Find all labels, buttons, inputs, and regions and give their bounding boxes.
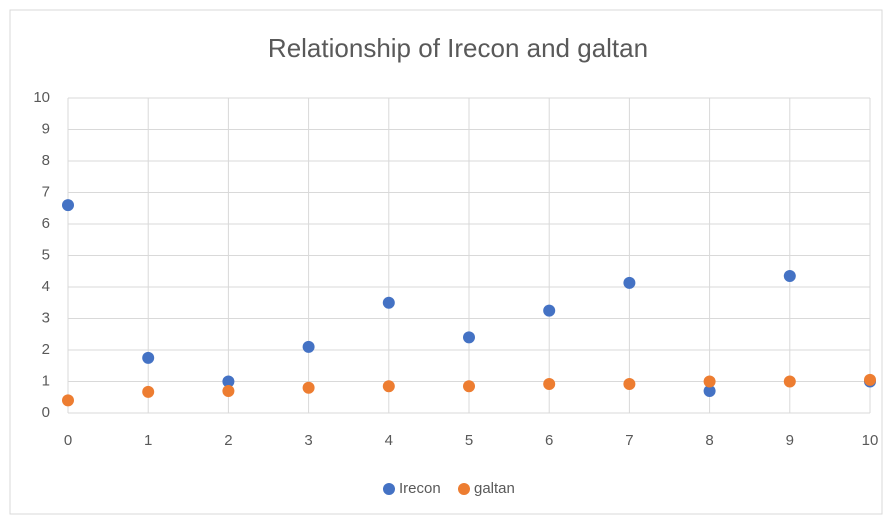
y-tick-label: 9	[42, 120, 50, 137]
x-tick-label: 3	[304, 432, 312, 449]
y-tick-label: 4	[42, 278, 50, 295]
point	[463, 380, 475, 393]
x-tick-label: 0	[64, 432, 72, 449]
x-tick-label: 6	[545, 432, 553, 449]
point	[783, 269, 796, 282]
point	[302, 381, 315, 394]
point	[142, 351, 155, 364]
point	[222, 384, 235, 397]
legend-marker	[383, 483, 395, 495]
point	[62, 199, 74, 212]
x-tick-label: 1	[144, 432, 152, 449]
y-tick-label: 8	[42, 152, 50, 169]
point	[463, 331, 475, 344]
x-tick-label: 10	[862, 432, 879, 449]
y-tick-label: 6	[42, 215, 50, 232]
chart-frame	[9, 9, 883, 515]
point	[864, 373, 876, 386]
x-tick-label: 4	[385, 432, 393, 449]
point	[623, 378, 636, 391]
point	[703, 375, 716, 388]
point	[382, 380, 395, 393]
point	[382, 296, 395, 309]
x-tick-label: 9	[786, 432, 794, 449]
y-tick-label: 3	[42, 309, 50, 326]
x-tick-label: 2	[224, 432, 232, 449]
legend-marker	[458, 483, 470, 495]
x-tick-label: 7	[625, 432, 633, 449]
point	[62, 394, 74, 407]
legend-label: galtan	[474, 480, 515, 497]
point	[623, 276, 636, 289]
point	[543, 304, 556, 317]
legend-label: Irecon	[399, 480, 441, 497]
chart-title: Relationship of Irecon and galtan	[268, 33, 648, 63]
x-tick-label: 5	[465, 432, 473, 449]
y-tick-label: 1	[42, 372, 50, 389]
point	[703, 384, 716, 397]
y-tick-label: 0	[42, 404, 50, 421]
y-tick-label: 5	[42, 246, 50, 263]
point	[302, 340, 315, 353]
y-tick-label: 2	[42, 341, 50, 358]
y-tick-label: 7	[42, 183, 50, 200]
x-tick-label: 8	[705, 432, 713, 449]
point	[142, 385, 155, 398]
y-tick-label: 10	[33, 89, 50, 106]
point	[783, 375, 796, 388]
point	[222, 375, 235, 388]
point	[543, 378, 556, 391]
